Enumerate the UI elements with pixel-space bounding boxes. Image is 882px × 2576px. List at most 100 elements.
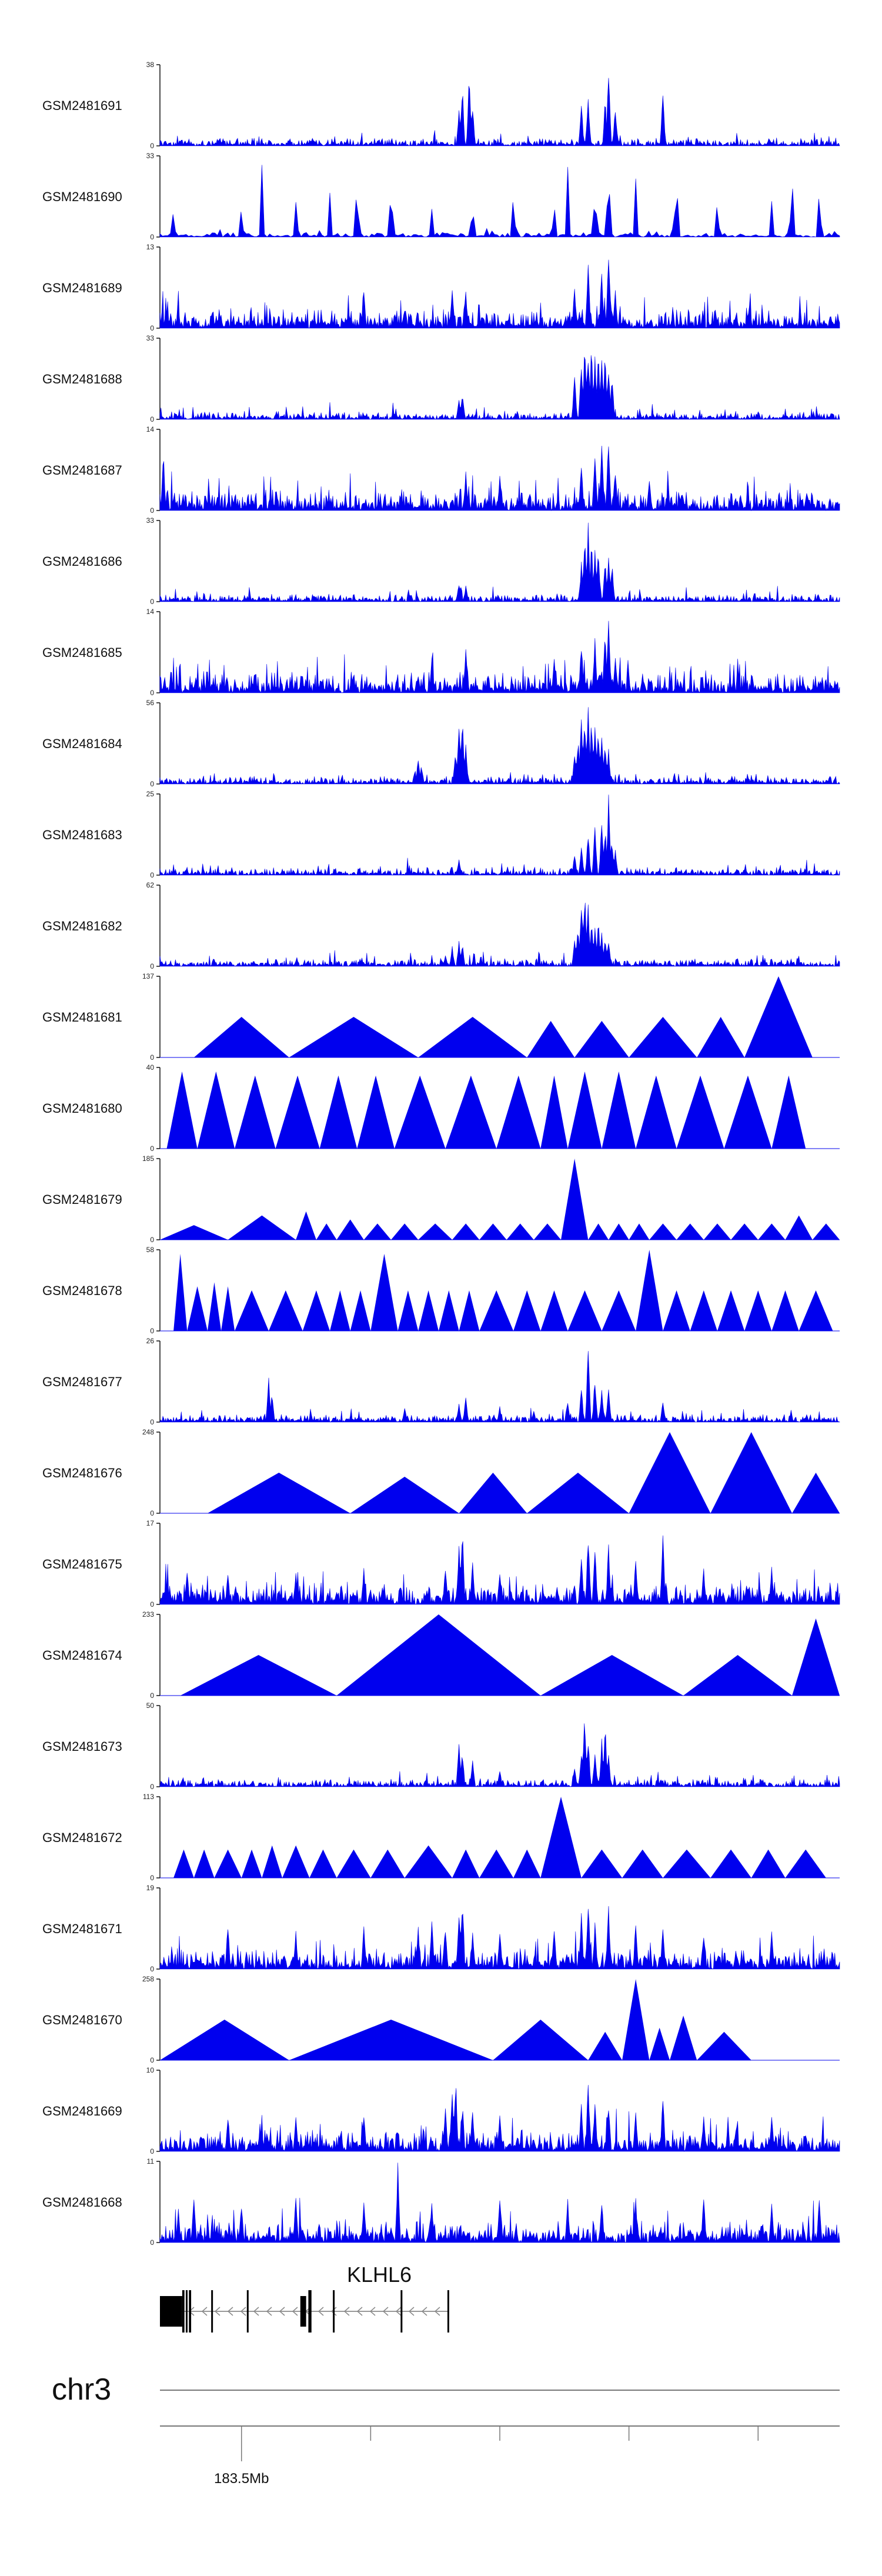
- track-GSM2481683: GSM2481683 25 0: [42, 790, 840, 879]
- track-GSM2481691: GSM2481691 38 0: [42, 61, 840, 150]
- track-label: GSM2481683: [42, 827, 122, 842]
- signal-peak: [540, 1655, 684, 1696]
- exon: [160, 2296, 182, 2327]
- y-max-label: 50: [146, 1701, 155, 1710]
- track-GSM2481675: GSM2481675 17 0: [42, 1519, 840, 1609]
- y-min-label: 0: [150, 1509, 154, 1517]
- signal-peak: [629, 1223, 650, 1240]
- signal-peak: [268, 1290, 303, 1331]
- signal-peak: [357, 1075, 395, 1149]
- exon: [189, 2290, 192, 2333]
- y-min-label: 0: [150, 142, 154, 150]
- y-min-label: 0: [150, 324, 154, 332]
- strand-arrow-icon: [356, 2307, 363, 2316]
- exon: [447, 2290, 449, 2333]
- signal-area: [159, 355, 840, 421]
- y-max-label: 40: [146, 1063, 155, 1072]
- signal-peak: [235, 1290, 269, 1331]
- signal-peak: [567, 1071, 602, 1149]
- signal-peak: [710, 1432, 793, 1513]
- signal-tracks: GSM2481691380GSM2481690330GSM2481689130G…: [42, 61, 840, 2247]
- y-max-label: 258: [142, 1975, 154, 1983]
- signal-peak: [180, 1655, 337, 1696]
- track-label: GSM2481685: [42, 645, 122, 660]
- exon: [308, 2290, 312, 2333]
- track-label: GSM2481669: [42, 2104, 122, 2118]
- strand-arrow-icon: [343, 2307, 350, 2316]
- track-GSM2481674: GSM2481674 233 0: [42, 1610, 840, 1700]
- signal-peak: [581, 1849, 623, 1878]
- y-min-label: 0: [150, 233, 154, 241]
- signal-peak: [540, 1290, 568, 1331]
- signal-peak: [731, 1223, 759, 1240]
- signal-peak: [193, 1017, 289, 1057]
- signal-area: [159, 620, 840, 694]
- strand-arrow-icon: [201, 2307, 208, 2316]
- signal-peak: [744, 1290, 772, 1331]
- signal-peak: [350, 1476, 459, 1513]
- track-GSM2481677: GSM2481677 26 0: [42, 1337, 840, 1426]
- signal-area: [159, 78, 840, 147]
- track-GSM2481679: GSM2481679 185 0: [42, 1154, 840, 1244]
- signal-peak: [316, 1223, 337, 1240]
- track-label: GSM2481682: [42, 919, 122, 933]
- signal-peak: [214, 1849, 242, 1878]
- y-min-label: 0: [150, 689, 154, 697]
- y-max-label: 185: [142, 1154, 154, 1163]
- signal-peak: [405, 1845, 453, 1878]
- track-label: GSM2481684: [42, 736, 122, 751]
- signal-peak: [799, 1290, 833, 1331]
- signal-peak: [459, 1290, 480, 1331]
- signal-peak: [636, 1075, 677, 1149]
- track-GSM2481671: GSM2481671 19 0: [42, 1884, 840, 1973]
- y-max-label: 10: [146, 2066, 155, 2074]
- strand-arrow-icon: [408, 2307, 415, 2316]
- signal-peak: [166, 1071, 198, 1149]
- y-max-label: 113: [143, 1793, 154, 1801]
- exon: [333, 2290, 335, 2333]
- y-max-label: 33: [146, 516, 155, 525]
- signal-peak: [792, 1618, 840, 1696]
- track-GSM2481687: GSM2481687 14 0: [42, 425, 840, 515]
- signal-peak: [479, 1290, 514, 1331]
- exon: [211, 2290, 213, 2333]
- signal-peak: [602, 1071, 636, 1149]
- signal-peak: [649, 2027, 670, 2060]
- signal-peak: [697, 1017, 745, 1057]
- signal-peak: [649, 1223, 677, 1240]
- signal-peak: [608, 1223, 629, 1240]
- y-min-label: 0: [150, 1783, 154, 1791]
- track-GSM2481686: GSM2481686 33 0: [42, 516, 840, 606]
- signal-peak: [275, 1075, 320, 1149]
- signal-peak: [574, 1020, 629, 1057]
- signal-peak: [812, 1223, 840, 1240]
- track-GSM2481690: GSM2481690 33 0: [42, 152, 840, 241]
- y-min-label: 0: [150, 871, 154, 879]
- signal-peak: [533, 1223, 562, 1240]
- signal-peak: [187, 1286, 208, 1331]
- y-min-label: 0: [150, 1874, 154, 1882]
- signal-peak: [207, 1473, 350, 1513]
- track-label: GSM2481676: [42, 1466, 122, 1480]
- y-max-label: 14: [146, 608, 155, 616]
- strand-arrow-icon: [279, 2307, 285, 2316]
- signal-peak: [193, 1849, 215, 1878]
- y-min-label: 0: [150, 1144, 154, 1153]
- y-max-label: 33: [146, 334, 155, 342]
- signal-peak: [296, 1211, 316, 1240]
- signal-peak: [160, 1225, 228, 1240]
- y-max-label: 11: [147, 2157, 155, 2165]
- signal-peak: [771, 1075, 806, 1149]
- track-label: GSM2481668: [42, 2195, 122, 2210]
- signal-peak: [235, 1075, 276, 1149]
- track-GSM2481669: GSM2481669 10 0: [42, 2066, 840, 2155]
- signal-peak: [418, 1223, 453, 1240]
- signal-peak: [758, 1223, 786, 1240]
- signal-peak: [370, 1253, 398, 1331]
- signal-area: [159, 522, 840, 602]
- signal-peak: [479, 1849, 514, 1878]
- track-label: GSM2481677: [42, 1374, 122, 1389]
- track-GSM2481680: GSM2481680 40 0: [42, 1063, 840, 1153]
- y-min-label: 0: [150, 1965, 154, 1973]
- signal-peak: [336, 1614, 541, 1696]
